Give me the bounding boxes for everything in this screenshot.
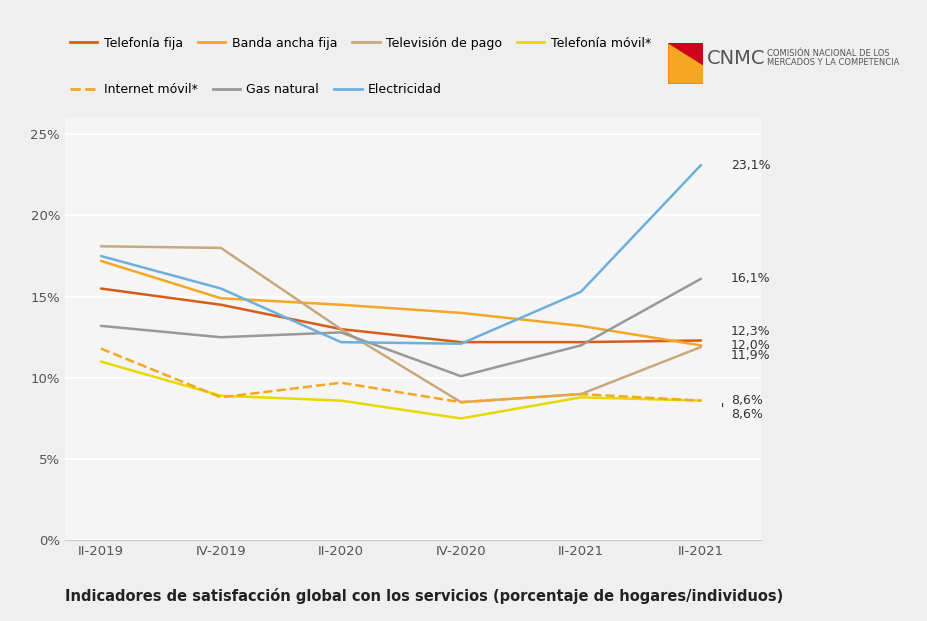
FancyBboxPatch shape <box>667 43 703 84</box>
Text: 12,3%: 12,3% <box>730 325 769 338</box>
Text: 16,1%: 16,1% <box>730 272 769 285</box>
Polygon shape <box>667 43 703 84</box>
Text: 23,1%: 23,1% <box>730 158 769 171</box>
Text: 11,9%: 11,9% <box>730 350 769 363</box>
Text: COMISIÓN NACIONAL DE LOS: COMISIÓN NACIONAL DE LOS <box>766 49 888 58</box>
Text: 8,6%: 8,6% <box>730 408 762 421</box>
Text: MERCADOS Y LA COMPETENCIA: MERCADOS Y LA COMPETENCIA <box>766 58 898 66</box>
Text: 12,0%: 12,0% <box>730 339 770 352</box>
Text: Indicadores de satisfacción global con los servicios (porcentaje de hogares/indi: Indicadores de satisfacción global con l… <box>65 588 782 604</box>
Text: CNMC: CNMC <box>706 50 765 68</box>
Text: 8,6%: 8,6% <box>730 394 762 407</box>
Legend: Internet móvil*, Gas natural, Electricidad: Internet móvil*, Gas natural, Electricid… <box>65 78 446 101</box>
